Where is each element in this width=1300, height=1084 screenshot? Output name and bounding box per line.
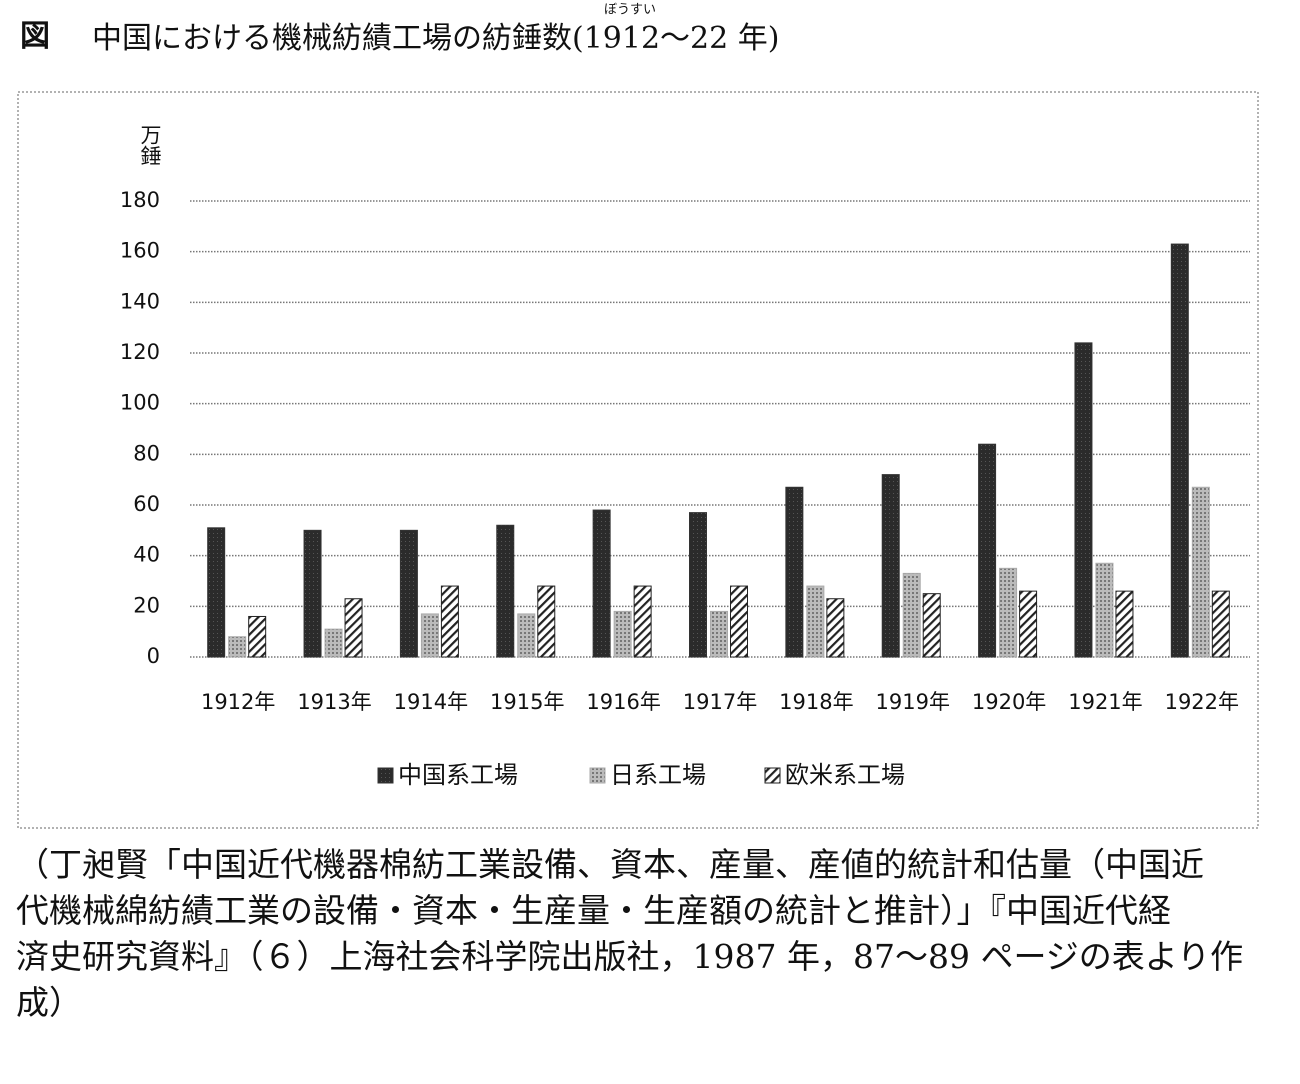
legend-marker (764, 767, 781, 784)
x-tick-label: 1920年 (972, 690, 1046, 714)
bar (440, 585, 459, 658)
bar (324, 628, 343, 658)
bar (730, 585, 748, 658)
bar (1115, 590, 1134, 658)
x-tick-label: 1914年 (394, 690, 468, 714)
bar (999, 567, 1018, 658)
y-axis-label: 万錘 (138, 124, 162, 166)
bar (420, 613, 439, 658)
x-tick-label: 1919年 (876, 690, 950, 714)
legend-marker (377, 767, 394, 784)
legend-label: 欧米系工場 (785, 761, 905, 789)
y-tick-label: 80 (133, 441, 160, 465)
chart-title: 中国における機械紡績工場の紡錘数(1912～22 年) (92, 21, 779, 56)
caption-line: 成） (16, 983, 82, 1022)
chart: 図 中国における機械紡績工場の紡錘数(1912～22 年) ぼうすい 万錘 0 2… (17, 3, 1259, 829)
bar (922, 593, 941, 658)
ruby: ぼうすい (604, 3, 656, 18)
bar (902, 572, 921, 658)
x-tick-label: 1913年 (297, 690, 371, 714)
y-tick-label: 60 (133, 492, 160, 516)
bar (826, 598, 845, 658)
bar (710, 610, 728, 658)
bar (1211, 590, 1230, 658)
legend-label: 日系工場 (610, 761, 706, 789)
caption-line: （丁昶賢「中国近代機器棉紡工業設備、資本、産量、産値的統計和估量（中国近 (16, 845, 1204, 884)
caption-line: 代機械綿紡績工業の設備・資本・生産量・生産額の統計と推計）」『中国近代経 (16, 891, 1171, 930)
bar (1095, 562, 1114, 658)
bar (228, 636, 247, 658)
x-tick-label: 1918年 (779, 690, 853, 714)
x-tick-label: 1912年 (201, 690, 275, 714)
x-tick-label: 1916年 (586, 690, 660, 714)
bar (613, 610, 632, 658)
source-caption: （丁昶賢「中国近代機器棉紡工業設備、資本、産量、産値的統計和估量（中国近 代機械綿… (16, 842, 1296, 1026)
y-tick-label: 100 (120, 391, 160, 415)
y-tick-label: 180 (120, 188, 160, 212)
figure-label: 図 (20, 19, 50, 54)
bar (1074, 342, 1093, 658)
y-tick-label: 0 (147, 644, 160, 668)
x-tick-label: 1921年 (1068, 690, 1142, 714)
y-tick-label: 20 (133, 593, 160, 617)
bar (1191, 486, 1210, 658)
bar (537, 585, 556, 658)
y-tick-label: 140 (120, 289, 160, 313)
bar (633, 585, 652, 658)
legend-marker (589, 767, 606, 784)
bar (592, 509, 611, 658)
bar (978, 443, 997, 658)
x-tick-label: 1922年 (1165, 690, 1239, 714)
y-tick-label: 120 (120, 340, 160, 364)
bar (344, 598, 363, 658)
bar (248, 615, 267, 658)
bar (1170, 243, 1189, 658)
bar (785, 486, 804, 658)
bar (689, 512, 707, 658)
bar (303, 529, 322, 658)
x-tick-label: 1917年 (683, 690, 757, 714)
bar (806, 585, 825, 658)
bar (207, 527, 226, 658)
caption-line: 済史研究資料』（６）上海社会科学院出版社，1987 年，87～89 ページの表よ… (16, 937, 1244, 976)
y-tick-label: 40 (133, 543, 160, 567)
chart-frame (17, 91, 1259, 829)
y-tick-label: 160 (120, 239, 160, 263)
bar (1019, 590, 1038, 658)
x-tick-label: 1915年 (490, 690, 564, 714)
bar (399, 529, 418, 658)
bar (517, 613, 536, 658)
legend-label: 中国系工場 (398, 761, 518, 789)
bar (881, 474, 900, 658)
bar (496, 524, 515, 658)
